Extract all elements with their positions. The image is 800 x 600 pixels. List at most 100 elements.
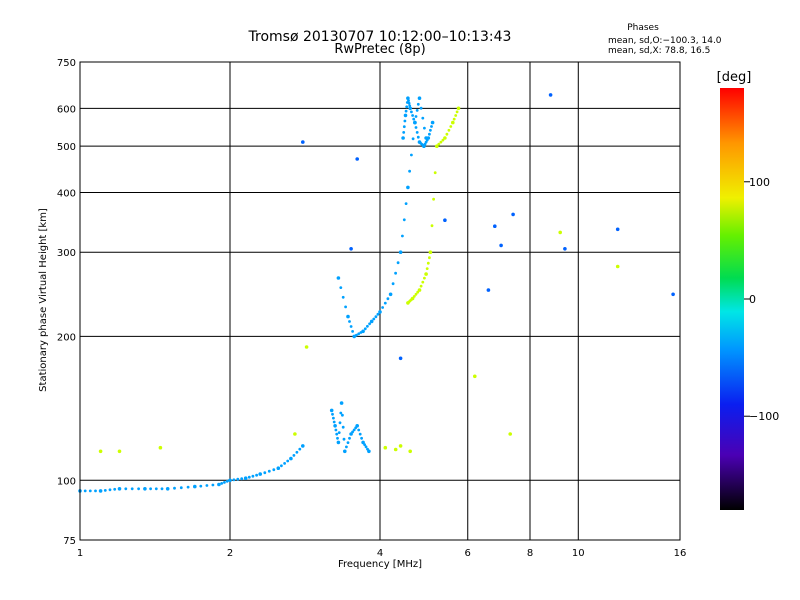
data-point-fill bbox=[108, 488, 112, 492]
data-point bbox=[117, 487, 122, 491]
data-point bbox=[563, 247, 567, 251]
data-point-fill bbox=[205, 484, 209, 487]
data-point bbox=[383, 445, 388, 450]
data-point bbox=[117, 449, 122, 454]
data-point bbox=[615, 227, 620, 232]
data-point-fill bbox=[331, 412, 334, 416]
data-point bbox=[456, 106, 461, 111]
data-point bbox=[369, 319, 374, 324]
data-point-fill bbox=[341, 425, 345, 429]
colorbar-tick-label: 100 bbox=[749, 176, 770, 189]
data-point-fill bbox=[391, 282, 395, 286]
data-point-fill bbox=[186, 485, 190, 489]
data-point bbox=[336, 440, 341, 445]
data-point-fill bbox=[124, 487, 128, 491]
data-point-fill bbox=[211, 483, 215, 487]
data-point-fill bbox=[348, 320, 351, 323]
data-point-fill bbox=[404, 202, 408, 206]
data-point bbox=[424, 272, 428, 276]
data-point bbox=[367, 449, 371, 454]
data-point-fill bbox=[295, 450, 299, 454]
data-point bbox=[258, 472, 263, 476]
grid-lines bbox=[80, 62, 680, 540]
data-point bbox=[443, 136, 447, 140]
phase-stats-x: mean, sd,X: 78.8, 16.5 bbox=[608, 46, 710, 56]
data-point-fill bbox=[407, 99, 410, 103]
data-point-fill bbox=[337, 431, 341, 434]
data-point bbox=[378, 310, 382, 314]
x-tick-label: 10 bbox=[572, 548, 585, 559]
data-point-fill bbox=[401, 234, 404, 238]
x-tick-label: 16 bbox=[674, 548, 687, 559]
data-point bbox=[158, 445, 163, 450]
data-point-fill bbox=[447, 128, 451, 132]
data-point-fill bbox=[332, 416, 335, 420]
data-point bbox=[410, 296, 415, 301]
data-point-fill bbox=[348, 436, 351, 440]
data-point-fill bbox=[225, 479, 229, 483]
data-point-fill bbox=[368, 322, 371, 326]
data-point-fill bbox=[335, 432, 339, 436]
data-point-fill bbox=[441, 138, 445, 142]
data-point bbox=[336, 276, 341, 280]
data-point bbox=[217, 482, 221, 487]
colorbar-tick-label: −100 bbox=[749, 410, 779, 423]
data-point-fill bbox=[411, 114, 414, 117]
y-tick-label: 300 bbox=[57, 248, 76, 259]
data-point-fill bbox=[349, 325, 353, 328]
data-point bbox=[346, 314, 350, 319]
data-point-fill bbox=[455, 110, 459, 114]
data-point bbox=[398, 356, 403, 361]
axis-ticks: 1 2 4 6 8 10 16 75 100 200 300 400 500 600 750 bbox=[57, 58, 686, 559]
data-point-fill bbox=[439, 140, 443, 144]
data-point-fill bbox=[428, 132, 431, 136]
data-point-fill bbox=[360, 436, 363, 440]
data-point-fill bbox=[402, 125, 406, 129]
data-point-fill bbox=[94, 489, 97, 493]
data-point bbox=[473, 374, 477, 379]
data-point bbox=[426, 136, 431, 140]
data-point bbox=[430, 120, 435, 125]
data-point bbox=[451, 120, 455, 125]
data-point-fill bbox=[396, 261, 400, 265]
data-point bbox=[343, 449, 347, 454]
data-point bbox=[349, 247, 353, 251]
data-point-fill bbox=[247, 475, 251, 479]
data-point bbox=[486, 288, 491, 292]
data-point-fill bbox=[412, 295, 416, 298]
data-point-fill bbox=[160, 487, 164, 491]
data-point-fill bbox=[419, 106, 423, 110]
colorbar bbox=[720, 88, 744, 510]
data-point bbox=[493, 224, 497, 228]
data-point-fill bbox=[272, 468, 276, 472]
y-tick-label: 500 bbox=[57, 142, 76, 153]
data-point-fill bbox=[374, 315, 378, 319]
data-point-fill bbox=[199, 484, 203, 488]
data-point-fill bbox=[130, 487, 134, 491]
data-point bbox=[243, 476, 248, 481]
data-point-fill bbox=[414, 292, 418, 296]
data-point bbox=[406, 96, 410, 100]
data-point bbox=[403, 113, 408, 118]
data-point-fill bbox=[179, 486, 183, 490]
data-point-fill bbox=[263, 471, 267, 475]
data-point-fill bbox=[358, 432, 362, 436]
data-point-fill bbox=[223, 481, 226, 484]
y-tick-label: 200 bbox=[57, 332, 76, 343]
data-point bbox=[193, 484, 197, 489]
data-point-fill bbox=[332, 420, 336, 424]
data-point bbox=[408, 449, 413, 454]
data-point-fill bbox=[402, 131, 406, 134]
data-point-fill bbox=[408, 169, 411, 173]
data-point-fill bbox=[403, 119, 407, 123]
data-point bbox=[355, 424, 360, 428]
colorbar-label: [deg] bbox=[717, 70, 752, 85]
data-point-fill bbox=[452, 117, 456, 121]
data-point-fill bbox=[426, 261, 430, 265]
data-point bbox=[143, 487, 147, 491]
data-point-fill bbox=[437, 142, 441, 146]
data-point-fill bbox=[430, 224, 434, 228]
data-point bbox=[413, 120, 417, 125]
data-point-fill bbox=[346, 441, 350, 444]
data-point bbox=[508, 432, 512, 436]
